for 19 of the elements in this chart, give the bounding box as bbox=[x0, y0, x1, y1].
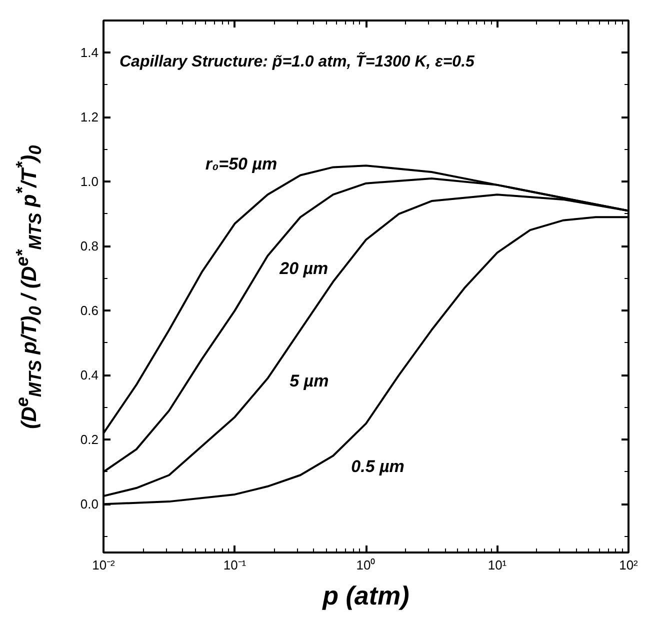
y-tick-label: 0.2 bbox=[80, 432, 99, 448]
x-tick-label: 10¹ bbox=[488, 558, 508, 572]
x-tick-label: 10⁻¹ bbox=[223, 558, 247, 572]
x-tick-label: 10⁰ bbox=[356, 558, 376, 572]
y-tick-label: 0.6 bbox=[80, 303, 99, 318]
y-tick-label: 0.4 bbox=[80, 368, 99, 383]
y-tick-label: 1.2 bbox=[80, 110, 99, 125]
series-label: r₀=50 µm bbox=[205, 154, 278, 174]
y-tick-label: 1.4 bbox=[80, 45, 99, 60]
y-tick-label: 0.8 bbox=[80, 238, 99, 254]
annotation: Capillary Structure: p̃=1.0 atm, T̃=1300 K, ε=0.5 bbox=[120, 52, 476, 70]
y-tick-label: 0.0 bbox=[80, 496, 99, 512]
x-tick-label: 10⁻² bbox=[92, 558, 116, 572]
series-label: 5 µm bbox=[290, 371, 329, 390]
x-axis-title: p (atm) bbox=[322, 580, 410, 610]
y-tick-label: 1.0 bbox=[80, 174, 99, 190]
series-label: 20 µm bbox=[278, 258, 328, 278]
series-label: 0.5 µm bbox=[351, 456, 404, 476]
x-tick-label: 10² bbox=[619, 558, 639, 572]
